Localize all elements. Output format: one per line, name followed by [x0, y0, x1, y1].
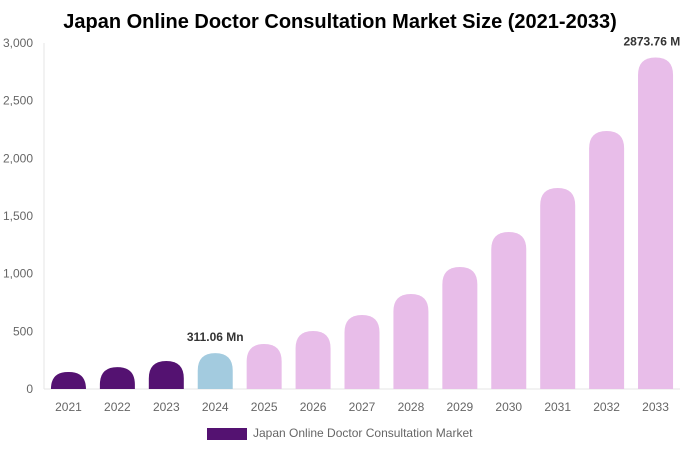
bars	[50, 57, 674, 389]
bar-2023[interactable]	[148, 360, 184, 389]
bar-2033[interactable]	[638, 57, 674, 389]
bar-2030[interactable]	[491, 232, 527, 389]
bar-2029[interactable]	[442, 266, 478, 389]
bar-2028[interactable]	[393, 293, 429, 389]
x-tick-label: 2033	[642, 400, 669, 414]
bar-2027[interactable]	[344, 314, 380, 389]
bar-2032[interactable]	[589, 130, 625, 389]
x-tick-label: 2025	[251, 400, 278, 414]
chart-title: Japan Online Doctor Consultation Market …	[63, 11, 616, 33]
bar-2026[interactable]	[295, 330, 331, 389]
legend-label: Japan Online Doctor Consultation Market	[253, 426, 473, 440]
bar-2031[interactable]	[540, 187, 576, 389]
bar-2025[interactable]	[246, 344, 282, 389]
y-tick-label: 2,000	[3, 151, 33, 165]
y-tick-label: 1,000	[3, 267, 33, 281]
y-tick-label: 0	[26, 382, 33, 396]
y-tick-label: 1,500	[3, 209, 33, 223]
x-tick-label: 2023	[153, 400, 180, 414]
data-labels: 311.06 Mn 2873.76 Mn	[187, 35, 680, 345]
x-tick-label: 2032	[593, 400, 620, 414]
bar-2021[interactable]	[50, 372, 86, 389]
y-tick-label: 500	[13, 324, 33, 338]
data-label: 311.06 Mn	[187, 330, 244, 344]
y-tick-label: 2,500	[3, 94, 33, 108]
x-tick-label: 2022	[104, 400, 131, 414]
x-axis: 2021 2022 2023 2024 2025 2026 2027 2028 2029 2030…	[44, 388, 680, 414]
x-tick-label: 2028	[398, 400, 425, 414]
bar-2024[interactable]	[197, 353, 233, 389]
x-tick-label: 2030	[495, 400, 522, 414]
y-axis: 0 500 1,000 1,500 2,000 2,500 3,000	[3, 36, 45, 396]
legend[interactable]: Japan Online Doctor Consultation Market	[207, 426, 473, 440]
x-tick-label: 2031	[544, 400, 571, 414]
legend-swatch	[207, 428, 247, 440]
x-tick-label: 2026	[300, 400, 327, 414]
x-tick-label: 2021	[55, 400, 82, 414]
x-tick-label: 2024	[202, 400, 229, 414]
x-tick-label: 2029	[446, 400, 473, 414]
x-tick-label: 2027	[349, 400, 376, 414]
data-label: 2873.76 Mn	[624, 35, 680, 49]
y-tick-label: 3,000	[3, 36, 33, 50]
bar-2022[interactable]	[99, 367, 135, 389]
